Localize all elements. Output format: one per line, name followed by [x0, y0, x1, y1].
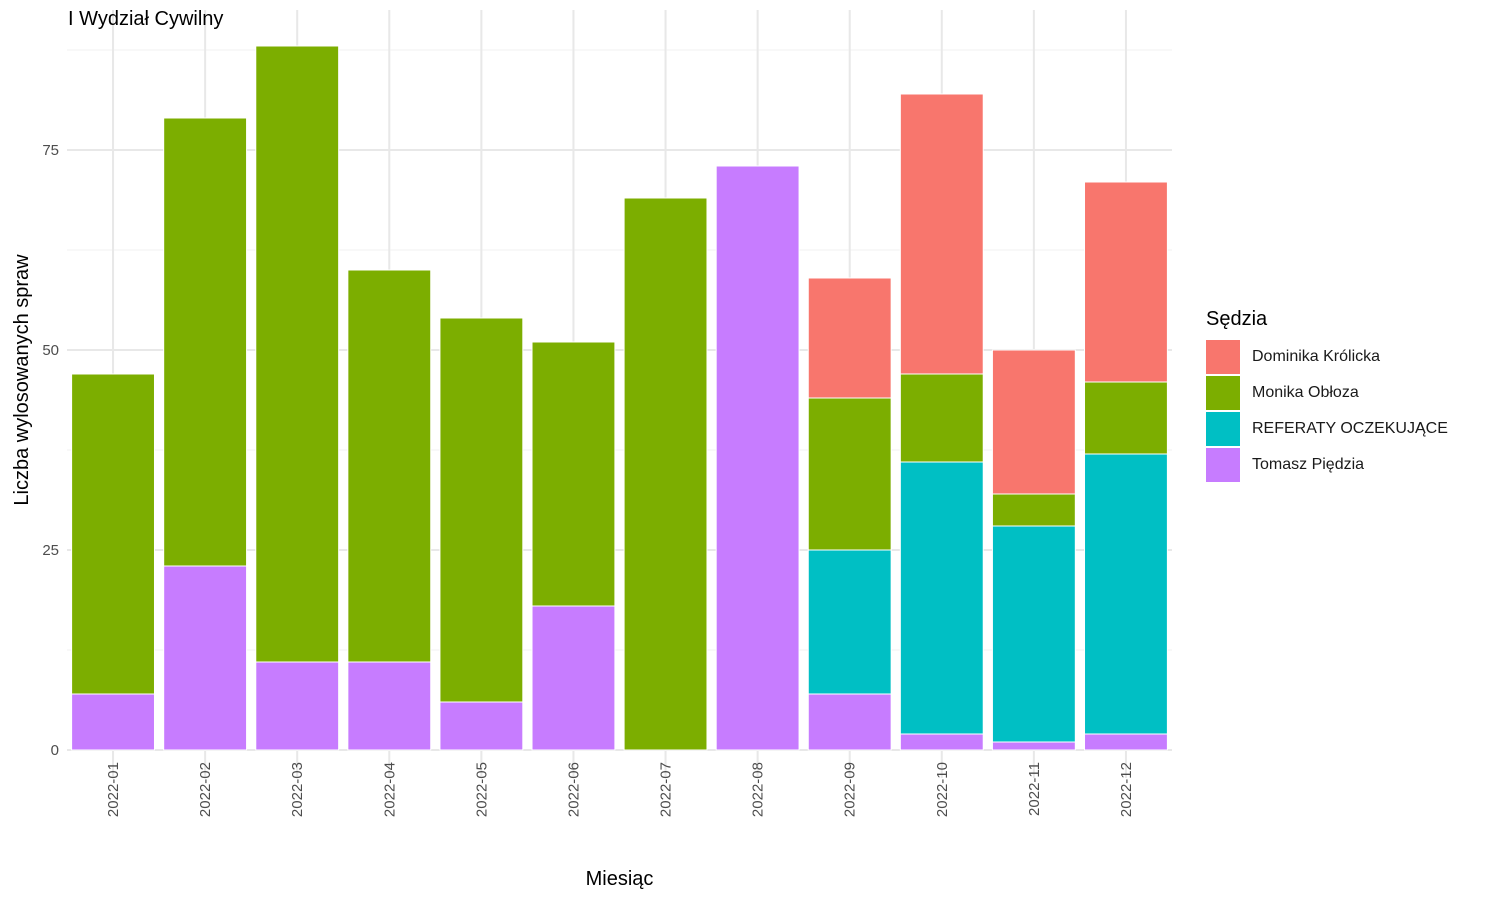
legend-label: Dominika Królicka	[1252, 348, 1381, 365]
legend-label: Tomasz Piędzia	[1252, 456, 1365, 473]
y-axis-title: Liczba wylosowanych spraw	[11, 254, 33, 506]
bar-segment	[1084, 453, 1168, 735]
bar-segment	[899, 733, 984, 751]
chart-title: I Wydział Cywilny	[68, 8, 224, 30]
y-tick-label: 25	[42, 542, 59, 559]
bar-segment	[347, 269, 432, 663]
x-tick-label: 2022-07	[658, 762, 675, 817]
x-tick-label: 2022-10	[934, 762, 951, 817]
x-axis-title: Miesiąc	[586, 868, 654, 890]
bar-segment	[1084, 733, 1168, 751]
bar-segment	[1084, 181, 1168, 383]
x-tick-label: 2022-06	[565, 762, 582, 817]
legend-title: Sędzia	[1206, 308, 1268, 330]
bar-segment	[807, 277, 892, 399]
legend-item: Tomasz Piędzia	[1206, 447, 1448, 483]
x-tick-label: 2022-04	[381, 762, 398, 817]
legend-items: Dominika Królicka Monika Obłoza REFERATY O…	[1206, 339, 1448, 483]
bar-segment	[899, 373, 984, 463]
legend: Sędzia Dominika Królicka Monika Obłoza REF…	[1206, 308, 1448, 483]
bar-segment	[531, 605, 616, 751]
y-tick-label: 75	[42, 142, 59, 159]
bar-segment	[991, 525, 1076, 743]
bar-segment	[439, 317, 524, 703]
bar-segment	[991, 493, 1076, 527]
legend-label: Monika Obłoza	[1252, 384, 1359, 401]
bar-segment	[255, 661, 340, 751]
legend-item: Monika Obłoza	[1206, 375, 1448, 411]
bar-segment	[991, 349, 1076, 495]
y-tick-label: 50	[42, 342, 59, 359]
bar-segment	[807, 693, 892, 751]
x-tick-label: 2022-09	[842, 762, 859, 817]
x-tick-label: 2022-02	[197, 762, 214, 817]
bar-segment	[347, 661, 432, 751]
bar-segment	[163, 565, 248, 751]
x-tick-label: 2022-03	[289, 762, 306, 817]
legend-swatch	[1206, 376, 1240, 410]
legend-item: Dominika Królicka	[1206, 339, 1448, 375]
legend-swatch	[1206, 412, 1240, 446]
legend-item: REFERATY OCZEKUJĄCE	[1206, 411, 1448, 447]
bar-segment	[991, 741, 1076, 751]
bar-segment	[163, 117, 248, 567]
legend-swatch	[1206, 340, 1240, 374]
bar-segment	[71, 373, 155, 695]
x-tick-label: 2022-01	[105, 762, 122, 817]
bar-segment	[439, 701, 524, 751]
bar-segment	[899, 461, 984, 735]
y-tick-label: 0	[51, 742, 59, 759]
bar-segment	[899, 93, 984, 375]
bar-segment	[71, 693, 155, 751]
bar-segment	[531, 341, 616, 607]
bar-segment	[255, 45, 340, 663]
x-tick-label: 2022-08	[750, 762, 767, 817]
x-tick-label: 2022-12	[1118, 762, 1135, 817]
legend-label: REFERATY OCZEKUJĄCE	[1252, 420, 1448, 437]
bar-segment	[807, 549, 892, 695]
bar-segment	[807, 397, 892, 551]
bar-segment	[623, 197, 708, 751]
bar-segment	[1084, 381, 1168, 455]
x-tick-label: 2022-05	[473, 762, 490, 817]
legend-swatch	[1206, 448, 1240, 482]
bar-segment	[715, 165, 800, 751]
x-tick-label: 2022-11	[1026, 762, 1043, 816]
